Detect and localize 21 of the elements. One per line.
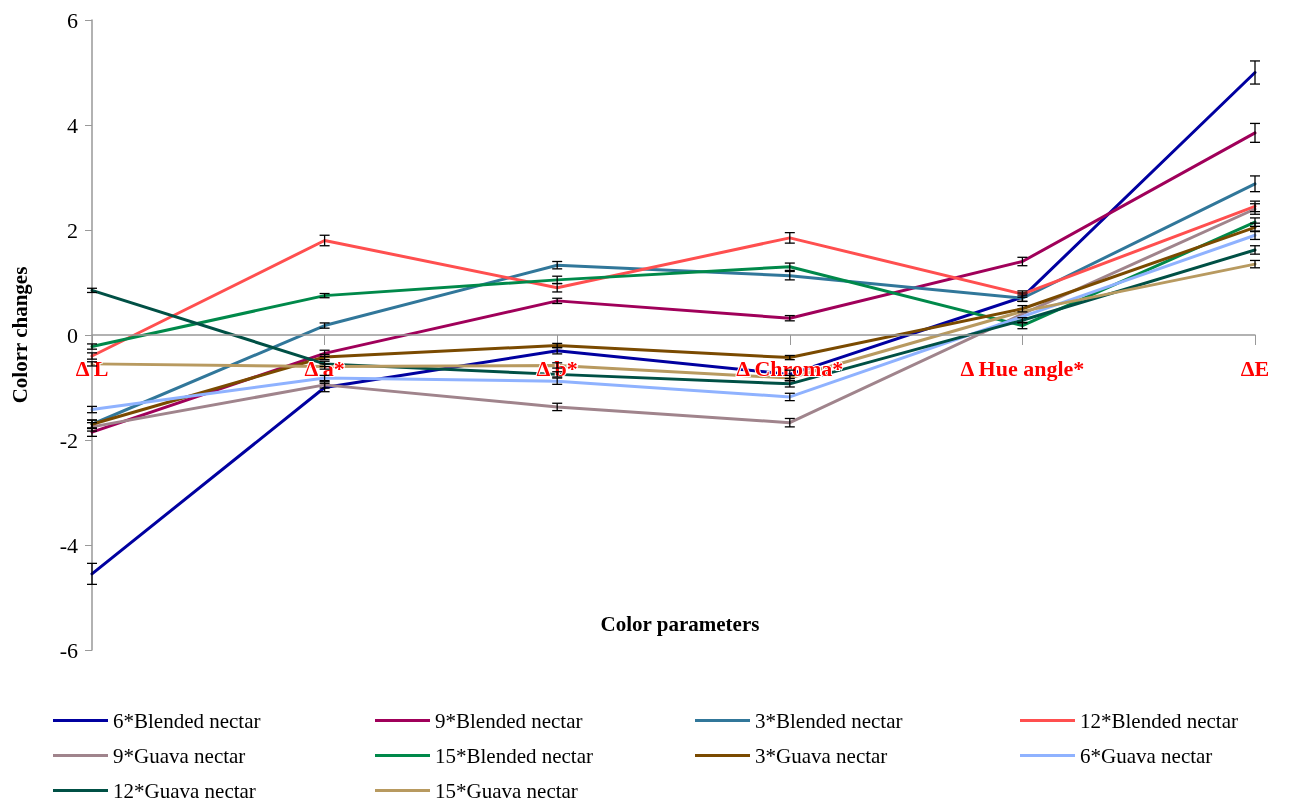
legend-label: 6*Guava nectar <box>1080 743 1213 768</box>
legend-label: 12*Blended nectar <box>1080 708 1239 733</box>
y-axis-title: Colorr changes <box>7 266 32 404</box>
x-tick-label: Δ Hue angle* <box>960 355 1085 381</box>
x-axis-title: Color parameters <box>600 611 760 636</box>
y-tick-label: 4 <box>67 112 78 138</box>
legend-label: 3*Blended nectar <box>755 708 903 733</box>
x-tick-label: ΔE <box>1240 355 1270 381</box>
y-tick-label: 6 <box>67 7 78 33</box>
legend-label: 3*Guava nectar <box>755 743 888 768</box>
legend-label: 9*Guava nectar <box>113 743 246 768</box>
legend-label: 6*Blended nectar <box>113 708 261 733</box>
y-tick-label: -2 <box>59 427 78 453</box>
y-tick-label: 2 <box>67 217 78 243</box>
y-tick-label: -6 <box>59 637 78 663</box>
y-tick-label: -4 <box>59 532 78 558</box>
y-tick-label: 0 <box>67 322 78 348</box>
legend-label: 15*Guava nectar <box>435 778 578 803</box>
legend-label: 15*Blended nectar <box>435 743 594 768</box>
legend-label: 9*Blended nectar <box>435 708 583 733</box>
legend-label: 12*Guava nectar <box>113 778 256 803</box>
